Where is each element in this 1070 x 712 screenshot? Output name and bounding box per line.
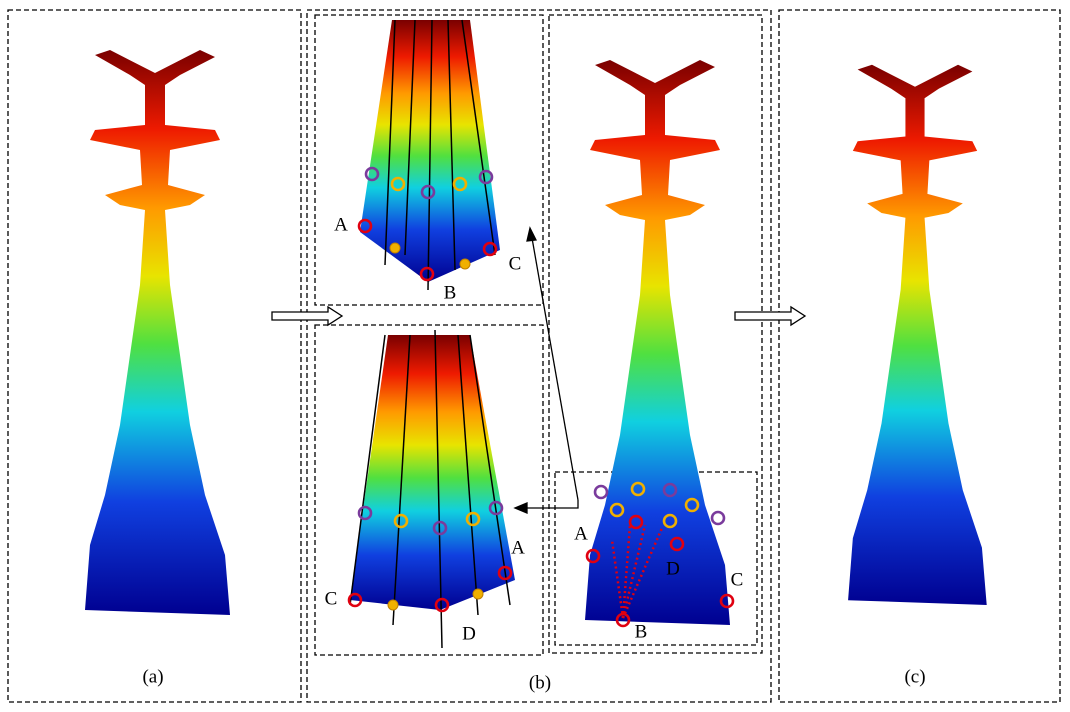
point-label: C (325, 588, 338, 609)
tower-b-frame (548, 14, 763, 654)
point-label: A (574, 523, 588, 544)
panel-label: (b) (529, 672, 551, 693)
panel-label: (c) (904, 666, 925, 687)
inset-markers: A B C D (574, 481, 744, 642)
point-label: D (666, 558, 680, 579)
panel-a-frame (7, 9, 302, 703)
panel-c-frame (778, 9, 1061, 703)
point-label: B (635, 621, 648, 642)
panel-b-frame (306, 9, 772, 703)
top-view-frame (314, 14, 544, 306)
point-label: C (731, 569, 744, 590)
point-label: A (511, 537, 525, 558)
panel-label: (a) (142, 666, 163, 687)
bottom-view: C D A (325, 329, 525, 649)
tower-a (85, 50, 230, 615)
point-label: C (509, 253, 522, 274)
arrows (271, 226, 807, 514)
point-label: B (444, 282, 457, 303)
point-label: D (462, 623, 476, 644)
top-view: A B C (334, 19, 522, 303)
bottom-view-frame (314, 324, 544, 656)
point-label: A (334, 214, 348, 235)
tower-c (848, 64, 987, 605)
